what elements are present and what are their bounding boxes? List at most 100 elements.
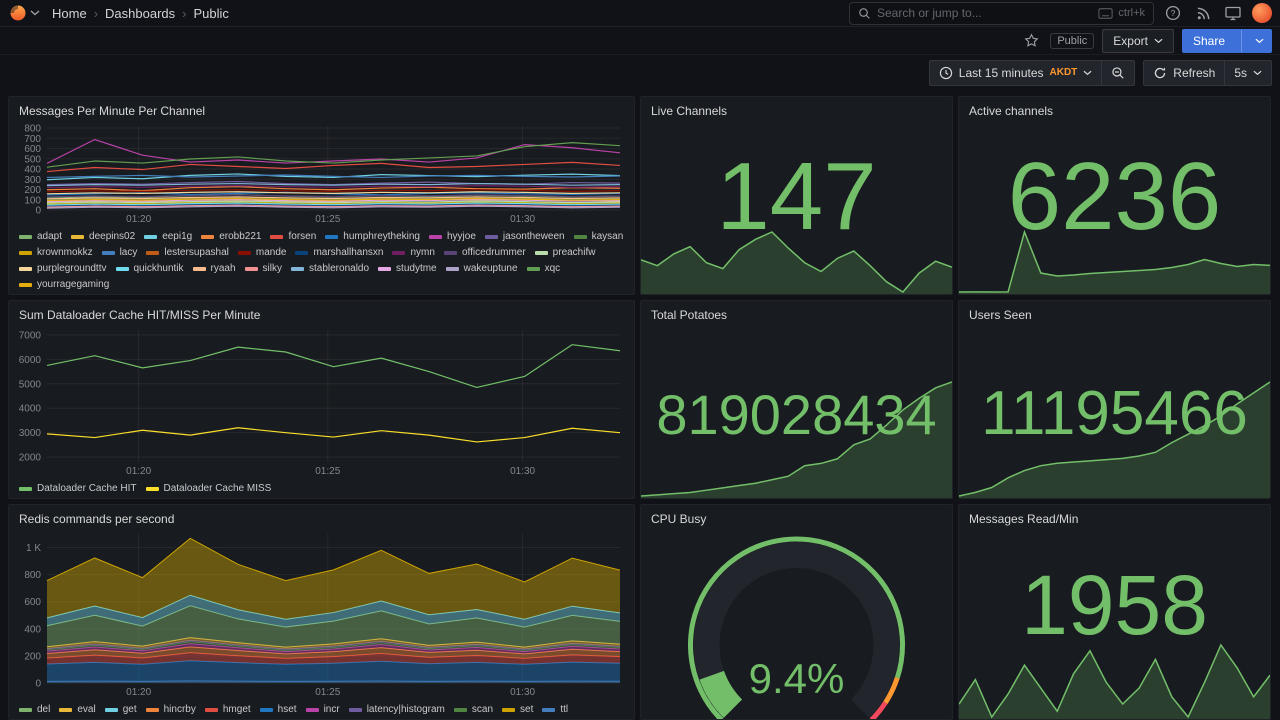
series-line <box>46 204 621 208</box>
legend-item[interactable]: kaysan <box>573 229 623 244</box>
breadcrumb-home[interactable]: Home <box>52 5 87 21</box>
legend-item[interactable]: erobb221 <box>201 229 261 244</box>
zoom-out-button[interactable] <box>1102 61 1134 85</box>
y-axis-label: 600 <box>24 144 41 155</box>
gauge-value-arc <box>699 670 743 718</box>
legend-item[interactable]: wakeuptune <box>445 261 518 276</box>
legend-item[interactable]: ryaah <box>192 261 236 276</box>
grafana-logo-icon <box>10 5 26 21</box>
legend-item[interactable]: incr <box>305 702 340 717</box>
time-series-chart[interactable]: 0 200 400 600 800 1 K 01:20 01:25 01:30 <box>11 529 626 701</box>
y-axis-label: 2000 <box>19 453 42 464</box>
refresh-button[interactable]: Refresh <box>1144 61 1224 85</box>
legend-item[interactable]: stableronaldo <box>291 261 369 276</box>
legend-item[interactable]: Dataloader Cache HIT <box>19 481 137 496</box>
refresh-interval-label: 5s <box>1234 65 1247 80</box>
legend-item[interactable]: hmget <box>204 702 251 717</box>
divider <box>1101 60 1103 85</box>
legend-item[interactable]: studytme <box>378 261 437 276</box>
panel-title[interactable]: Active channels <box>969 104 1054 118</box>
legend-item[interactable]: purplegroundttv <box>19 261 107 276</box>
panel-messages-read: Messages Read/Min 1958 <box>958 504 1271 720</box>
legend-swatch <box>445 266 459 271</box>
news-button[interactable] <box>1192 2 1214 24</box>
display-button[interactable] <box>1222 2 1244 24</box>
legend-item[interactable]: mande <box>237 245 286 260</box>
legend-label: eepi1g <box>162 231 193 242</box>
time-range-label: Last 15 minutes <box>958 65 1044 80</box>
panel-title[interactable]: CPU Busy <box>651 512 707 526</box>
x-axis-label: 01:20 <box>126 214 151 225</box>
legend-item[interactable]: scan <box>453 702 493 717</box>
breadcrumb-current[interactable]: Public <box>193 5 229 21</box>
panel-title[interactable]: Total Potatoes <box>651 308 728 322</box>
refresh-interval-picker[interactable]: 5s <box>1225 61 1271 85</box>
user-avatar[interactable] <box>1252 3 1272 23</box>
legend-item[interactable]: hyyjoe <box>429 229 476 244</box>
legend-item[interactable]: nymn <box>392 245 435 260</box>
legend-item[interactable]: eepi1g <box>144 229 192 244</box>
time-series-chart[interactable]: 2000 3000 4000 5000 6000 7000 01:20 01:25 01:30 <box>11 325 626 480</box>
y-axis-label: 7000 <box>19 330 42 341</box>
legend-item[interactable]: deepins02 <box>71 229 135 244</box>
legend-item[interactable]: latency|histogram <box>348 702 445 717</box>
time-controls-bar: Last 15 minutes AKDT Refresh 5s <box>0 55 1280 90</box>
legend-item[interactable]: marshallhansxn <box>295 245 383 260</box>
legend-label: adapt <box>37 231 63 242</box>
legend-swatch <box>145 486 159 491</box>
legend-swatch <box>19 707 32 712</box>
panel-title[interactable]: Messages Read/Min <box>969 512 1079 526</box>
panel-title[interactable]: Redis commands per second <box>19 512 175 526</box>
legend-item[interactable]: jasontheween <box>484 229 565 244</box>
legend-swatch <box>19 282 32 287</box>
star-button[interactable] <box>1020 30 1042 52</box>
stat-sparkline <box>959 228 1270 294</box>
legend-item[interactable]: set <box>502 702 533 717</box>
legend-item[interactable]: Dataloader Cache MISS <box>145 481 271 496</box>
legend-item[interactable]: del <box>19 702 50 717</box>
legend-item[interactable]: lacy <box>101 245 137 260</box>
legend-item[interactable]: xqc <box>526 261 560 276</box>
legend-item[interactable]: krownmokkz <box>19 245 93 260</box>
legend-item[interactable]: quickhuntik <box>115 261 184 276</box>
sparkline-line <box>959 229 1270 293</box>
time-range-picker[interactable]: Last 15 minutes AKDT <box>930 61 1102 85</box>
legend-item[interactable]: forsen <box>270 229 316 244</box>
breadcrumb-dashboards[interactable]: Dashboards <box>105 5 176 21</box>
grafana-logo-button[interactable] <box>8 3 40 23</box>
share-button[interactable]: Share <box>1181 28 1272 53</box>
panel-title[interactable]: Live Channels <box>651 104 728 118</box>
search-input[interactable] <box>877 6 1093 20</box>
legend-item[interactable]: humphreytheking <box>325 229 420 244</box>
refresh-icon <box>1155 66 1166 78</box>
legend-item[interactable]: ttl <box>542 702 568 717</box>
panel-title[interactable]: Messages Per Minute Per Channel <box>19 104 206 118</box>
legend-item[interactable]: eval <box>59 702 96 717</box>
sparkline-fill <box>959 232 1270 294</box>
legend-item[interactable]: silky <box>244 261 282 276</box>
help-button[interactable]: ? <box>1162 2 1184 24</box>
legend-item[interactable]: hincrby <box>145 702 196 717</box>
panel-title[interactable]: Sum Dataloader Cache HIT/MISS Per Minute <box>19 308 261 322</box>
panel-dataloader-cache: Sum Dataloader Cache HIT/MISS Per Minute… <box>8 300 635 499</box>
chart-legend: Dataloader Cache HIT Dataloader Cache MIS… <box>9 480 634 498</box>
time-series-chart[interactable]: 0 100 200 300 400 500 600 700 800 01:20 01:25 01:30 <box>11 121 626 228</box>
legend-item[interactable]: preachifw <box>534 245 595 260</box>
legend-swatch <box>144 234 158 239</box>
legend-item[interactable]: get <box>104 702 137 717</box>
x-axis-label: 01:30 <box>510 466 535 477</box>
legend-item[interactable]: lestersupashal <box>146 245 229 260</box>
legend-label: purplegroundttv <box>37 263 107 274</box>
series-line <box>46 174 621 179</box>
legend-item[interactable]: hset <box>259 702 297 717</box>
y-axis-label: 700 <box>24 134 41 145</box>
stat-sparkline <box>641 378 952 498</box>
panel-title[interactable]: Users Seen <box>969 308 1032 322</box>
legend-item[interactable]: yourragegaming <box>19 277 109 292</box>
search-box[interactable]: ctrl+k <box>849 1 1154 25</box>
legend-item[interactable]: adapt <box>19 229 62 244</box>
x-axis-label: 01:30 <box>510 687 535 698</box>
share-menu-toggle[interactable] <box>1248 30 1271 52</box>
export-button[interactable]: Export <box>1102 28 1174 53</box>
legend-item[interactable]: officedrummer <box>443 245 526 260</box>
